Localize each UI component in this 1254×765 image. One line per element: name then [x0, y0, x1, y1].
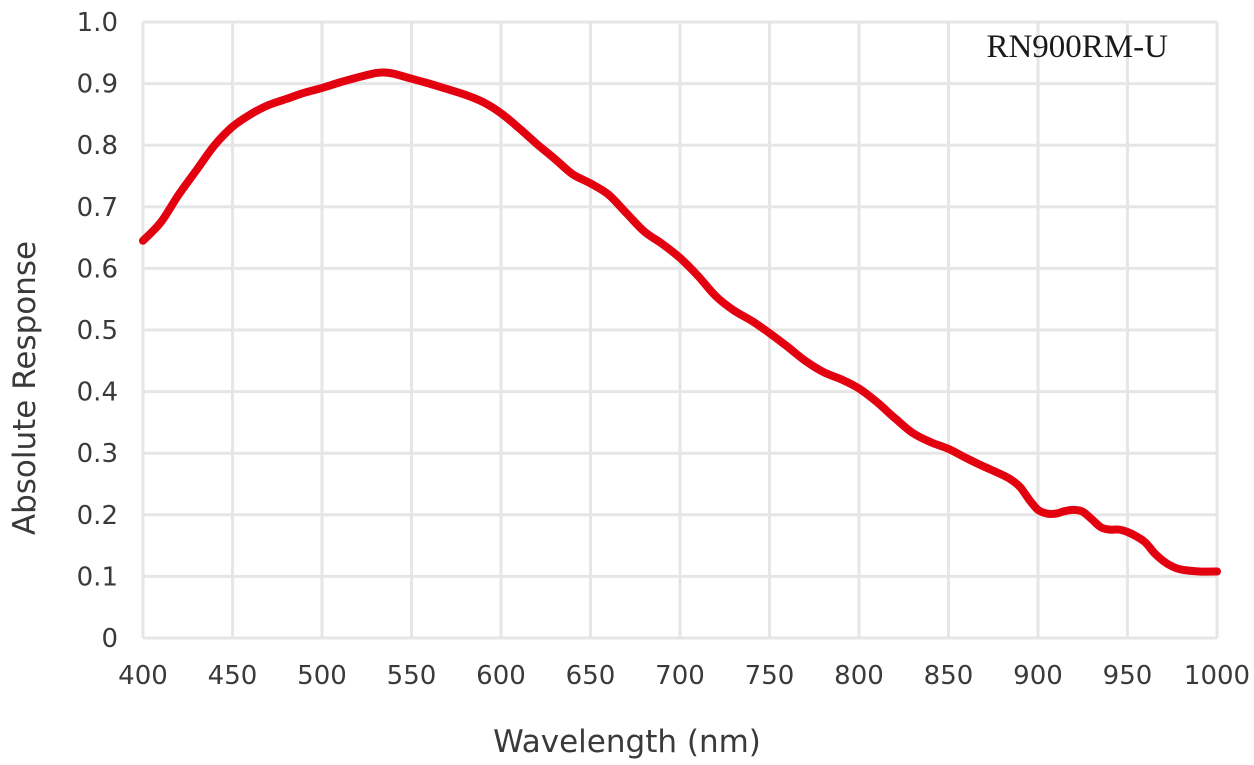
y-tick-label: 0.4 [77, 378, 118, 408]
x-tick-label: 650 [566, 661, 616, 691]
x-tick-label: 850 [924, 661, 974, 691]
y-tick-labels: 0 0.1 0.2 0.3 0.4 0.5 0.6 0.7 0.8 0.9 1.0 [77, 8, 118, 654]
y-tick-label: 1.0 [77, 8, 118, 38]
x-tick-label: 600 [476, 661, 526, 691]
chart-annotation: RN900RM-U [986, 29, 1168, 65]
series-group [139, 68, 1221, 576]
y-tick-label: 0.9 [77, 70, 118, 100]
y-tick-label: 0 [101, 624, 118, 654]
y-tick-label: 0.1 [77, 562, 118, 592]
x-tick-label: 400 [118, 661, 168, 691]
x-axis-title: Wavelength (nm) [493, 724, 761, 760]
y-tick-label: 0.6 [77, 254, 118, 284]
y-axis-title: Absolute Response [7, 241, 43, 535]
x-tick-label: 700 [655, 661, 705, 691]
grid [141, 20, 1219, 640]
x-tick-label: 500 [297, 661, 347, 691]
y-tick-label: 0.5 [77, 316, 118, 346]
x-tick-label: 450 [208, 661, 258, 691]
y-tick-label: 0.2 [77, 501, 118, 531]
y-tick-label: 0.8 [77, 131, 118, 161]
x-tick-label: 800 [834, 661, 884, 691]
x-tick-label: 900 [1013, 661, 1063, 691]
x-tick-label: 1000 [1184, 661, 1250, 691]
x-tick-labels: 400 450 500 550 600 650 700 750 800 850 900 950 1000 [118, 661, 1250, 691]
x-tick-label: 750 [745, 661, 795, 691]
y-tick-label: 0.3 [77, 439, 118, 469]
x-tick-label: 950 [1103, 661, 1153, 691]
y-tick-label: 0.7 [77, 193, 118, 223]
x-tick-label: 550 [387, 661, 437, 691]
response-curve-line [139, 68, 1221, 576]
